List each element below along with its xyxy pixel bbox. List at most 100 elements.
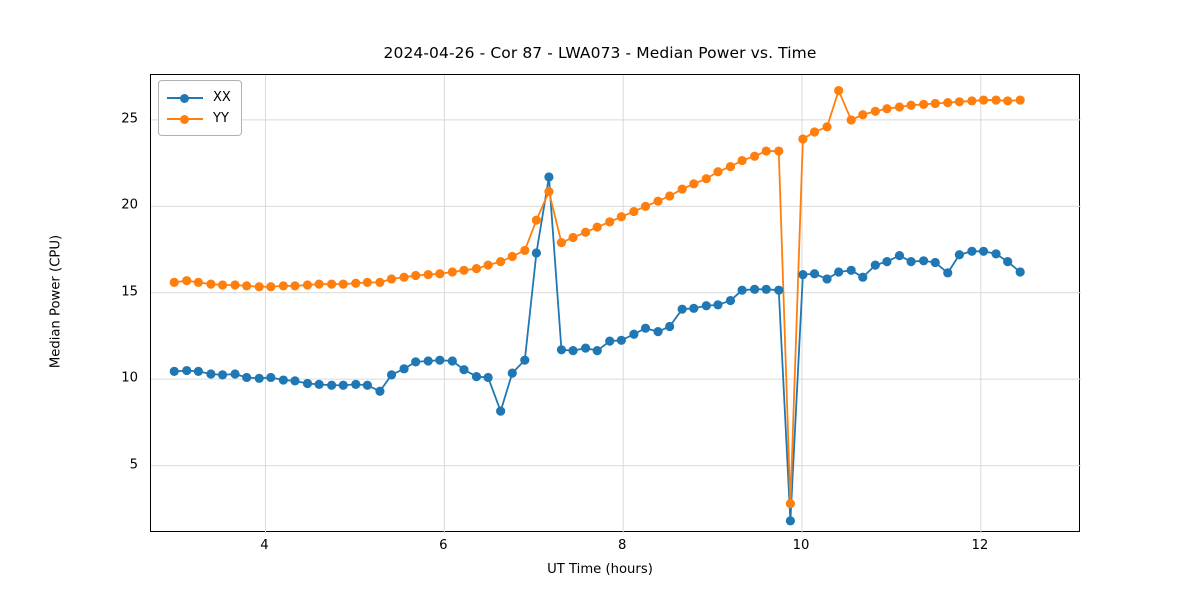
data-point-xx (592, 346, 602, 356)
data-point-xx (581, 343, 591, 353)
data-point-yy (846, 115, 856, 125)
data-point-yy (870, 106, 880, 116)
data-point-yy (496, 257, 506, 267)
data-point-xx (483, 372, 493, 383)
data-point-yy (774, 146, 784, 156)
data-point-xx (362, 380, 372, 390)
data-point-yy (169, 277, 179, 287)
data-point-yy (785, 499, 795, 509)
data-point-yy (556, 238, 567, 248)
data-point-yy (629, 206, 639, 217)
data-point-yy (327, 279, 337, 289)
data-point-xx (351, 379, 361, 389)
y-tick-label: 10 (121, 370, 138, 386)
data-point-yy (653, 196, 663, 206)
data-point-yy (605, 217, 615, 227)
data-point-yy (278, 281, 288, 291)
data-point-yy (1003, 96, 1013, 106)
data-point-xx (653, 327, 663, 337)
y-tick-label: 20 (121, 197, 138, 213)
y-axis-label: Median Power (CPU) (48, 234, 64, 369)
legend: XX YY (158, 80, 242, 136)
data-point-xx (278, 375, 288, 385)
data-point-yy (978, 95, 989, 105)
data-point-xx (217, 370, 228, 380)
data-point-xx (375, 386, 385, 396)
data-point-yy (798, 134, 808, 144)
data-point-xx (954, 250, 964, 260)
data-point-yy (266, 282, 276, 292)
data-point-xx (169, 366, 179, 376)
data-point-xx (725, 295, 736, 306)
data-point-xx (919, 256, 929, 266)
series-line-yy (173, 89, 1022, 505)
x-tick-label: 6 (439, 538, 448, 553)
data-point-yy (531, 215, 542, 225)
data-point-yy (906, 100, 916, 110)
data-point-yy (677, 184, 687, 194)
data-point-xx (870, 260, 880, 270)
data-point-yy (568, 232, 578, 243)
data-point-yy (447, 267, 457, 277)
data-point-yy (375, 277, 385, 287)
data-point-xx (302, 378, 313, 389)
data-point-yy (242, 281, 252, 291)
data-point-yy (894, 102, 905, 112)
data-point-yy (544, 187, 554, 197)
data-point-yy (314, 279, 324, 289)
data-point-yy (362, 277, 372, 287)
data-point-xx (991, 249, 1001, 259)
data-point-yy (665, 191, 675, 201)
data-point-xx (930, 257, 940, 268)
data-point-yy (399, 272, 409, 282)
data-point-yy (930, 98, 940, 109)
data-point-xx (290, 376, 300, 386)
data-point-xx (906, 257, 916, 267)
data-point-yy (834, 85, 844, 96)
data-point-xx (750, 284, 760, 294)
data-point-xx (266, 372, 276, 383)
data-point-yy (616, 212, 626, 222)
y-tick-label: 5 (129, 457, 138, 473)
data-point-xx (435, 355, 445, 365)
data-point-xx (798, 270, 808, 280)
data-point-xx (386, 370, 397, 380)
data-point-xx (496, 406, 506, 416)
data-point-yy (689, 179, 699, 189)
data-point-xx (507, 368, 517, 378)
legend-marker-yy (180, 114, 189, 124)
legend-swatch-xx (167, 92, 203, 104)
data-point-xx (967, 246, 977, 256)
data-point-yy (640, 201, 651, 211)
data-point-yy (351, 278, 361, 288)
data-point-xx (846, 265, 856, 275)
data-point-xx (399, 364, 409, 374)
data-point-xx (774, 285, 784, 295)
x-tick-label: 10 (792, 538, 810, 553)
series-markers (169, 85, 1025, 526)
data-point-yy (338, 279, 348, 289)
data-point-xx (894, 251, 905, 261)
data-point-yy (507, 251, 517, 262)
legend-item-yy: YY (167, 108, 231, 129)
data-point-xx (834, 267, 844, 277)
data-point-xx (338, 380, 348, 390)
data-point-yy (459, 265, 469, 275)
data-point-yy (809, 127, 820, 137)
legend-item-xx: XX (167, 87, 231, 108)
data-point-yy (230, 280, 240, 290)
data-point-yy (725, 162, 736, 172)
data-point-xx (858, 272, 868, 282)
data-point-yy (483, 260, 493, 270)
data-point-xx (447, 356, 457, 366)
data-point-xx (605, 336, 615, 346)
data-point-yy (182, 276, 192, 286)
data-point-yy (290, 281, 300, 291)
data-point-xx (230, 369, 240, 379)
data-point-xx (556, 345, 567, 355)
data-point-xx (531, 248, 542, 258)
data-point-yy (737, 155, 747, 166)
x-tick-label: 8 (617, 538, 627, 553)
data-point-yy (386, 274, 397, 284)
data-point-xx (568, 346, 578, 356)
